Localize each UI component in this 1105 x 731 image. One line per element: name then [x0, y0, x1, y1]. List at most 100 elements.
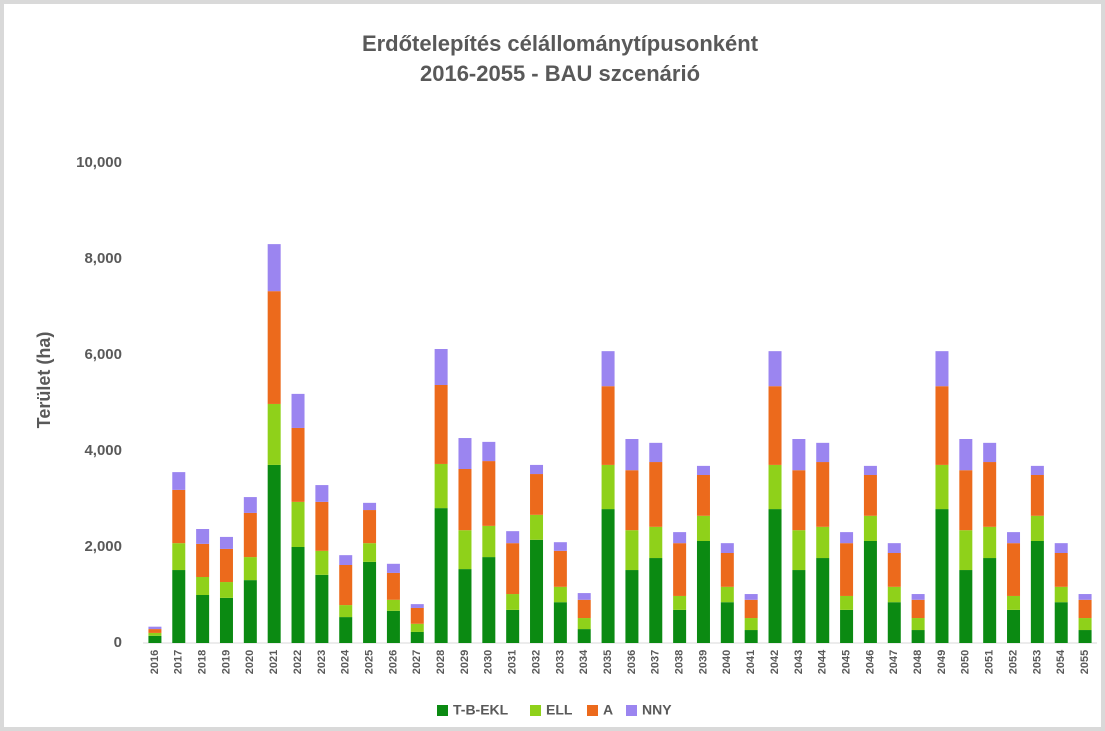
bar-segment — [267, 464, 281, 643]
bar-segment — [577, 629, 591, 643]
bar-segment — [1078, 594, 1092, 600]
bar-segment — [482, 441, 496, 462]
bar-segment — [339, 605, 353, 618]
bar-segment — [1030, 475, 1044, 516]
x-tick-label: 2050 — [960, 650, 972, 674]
bar-segment — [553, 602, 567, 643]
x-tick-label: 2051 — [984, 650, 996, 674]
bar-segment — [530, 464, 544, 475]
bar-segment — [816, 462, 830, 527]
bar-segment — [386, 599, 400, 611]
bar-segment — [935, 386, 949, 465]
x-tick-label: 2033 — [554, 650, 566, 674]
bar-segment — [291, 393, 305, 428]
bar-segment — [601, 464, 615, 510]
x-tick-label: 2023 — [316, 650, 328, 674]
bar-segment — [768, 509, 782, 643]
legend-label: A — [603, 702, 613, 718]
x-tick-label: 2041 — [745, 650, 757, 674]
x-tick-label: 2035 — [602, 650, 614, 674]
bar-segment — [959, 470, 973, 531]
bar-segment — [267, 403, 281, 465]
x-tick-label: 2019 — [220, 650, 232, 674]
bar-segment — [553, 550, 567, 587]
bar-segment — [768, 464, 782, 510]
bar-segment — [482, 461, 496, 526]
bar-segment — [649, 442, 663, 463]
bar-segment — [291, 427, 305, 502]
bar-segment — [935, 351, 949, 387]
bar-segment — [577, 599, 591, 619]
bar-segment — [601, 351, 615, 387]
bar-segment — [219, 548, 233, 583]
bar-segment — [1030, 541, 1044, 643]
bar-segment — [219, 597, 233, 643]
x-tick-label: 2034 — [578, 649, 590, 674]
bar-segment — [196, 543, 210, 577]
bar-segment — [983, 558, 997, 643]
bar-segment — [768, 386, 782, 465]
legend-swatch — [626, 705, 637, 716]
bar-segment — [386, 610, 400, 643]
bar-segment — [219, 536, 233, 549]
bar-segment — [792, 530, 806, 571]
bar-segment — [673, 609, 687, 643]
bar-segment — [386, 563, 400, 573]
x-tick-label: 2027 — [411, 650, 423, 674]
x-tick-label: 2047 — [888, 650, 900, 674]
bar-segment — [863, 541, 877, 643]
x-tick-label: 2026 — [387, 650, 399, 674]
x-tick-label: 2052 — [1007, 650, 1019, 674]
x-tick-label: 2020 — [244, 650, 256, 674]
x-tick-label: 2030 — [483, 650, 495, 674]
chart-title: Erdőtelepítés célállománytípusonként — [362, 31, 759, 56]
bar-segment — [172, 472, 186, 490]
bar-segment — [744, 594, 758, 600]
legend-label: T-B-EKL — [453, 702, 509, 718]
y-tick-label: 0 — [114, 634, 122, 651]
bar-segment — [434, 508, 448, 643]
bar-segment — [148, 632, 162, 636]
bar-segment — [410, 604, 424, 608]
bar-segment — [363, 502, 377, 511]
bar-segment — [1007, 532, 1021, 544]
bar-segment — [434, 349, 448, 385]
bar-segment — [363, 543, 377, 562]
bar-segment — [1054, 553, 1068, 587]
bar-segment — [315, 550, 329, 575]
legend-label: NNY — [642, 702, 672, 718]
bar-segment — [959, 570, 973, 643]
bar-segment — [458, 569, 472, 643]
bar-segment — [1078, 630, 1092, 643]
bar-segment — [840, 595, 854, 610]
bar-segment — [792, 570, 806, 643]
bar-segment — [720, 602, 734, 643]
bar-segment — [696, 475, 710, 516]
bar-segment — [291, 547, 305, 643]
bar-segment — [172, 543, 186, 571]
bar-segment — [315, 501, 329, 551]
y-tick-label: 6,000 — [84, 346, 122, 363]
bar-segment — [530, 539, 544, 643]
legend-swatch — [587, 705, 598, 716]
y-tick-label: 2,000 — [84, 538, 122, 555]
bar-segment — [1030, 515, 1044, 541]
bar-segment — [553, 542, 567, 551]
x-tick-label: 2039 — [697, 650, 709, 674]
bar-segment — [625, 530, 639, 571]
bar-segment — [792, 470, 806, 531]
x-tick-label: 2029 — [459, 650, 471, 674]
bar-segment — [458, 438, 472, 469]
bar-segment — [458, 469, 472, 531]
bar-segment — [458, 530, 472, 570]
legend-swatch — [530, 705, 541, 716]
bar-segment — [696, 465, 710, 475]
bar-segment — [649, 558, 663, 643]
bar-segment — [983, 462, 997, 527]
x-tick-label: 2022 — [292, 650, 304, 674]
bar-segment — [386, 572, 400, 600]
bar-segment — [243, 580, 257, 643]
bar-segment — [339, 565, 353, 606]
x-tick-label: 2053 — [1031, 650, 1043, 674]
